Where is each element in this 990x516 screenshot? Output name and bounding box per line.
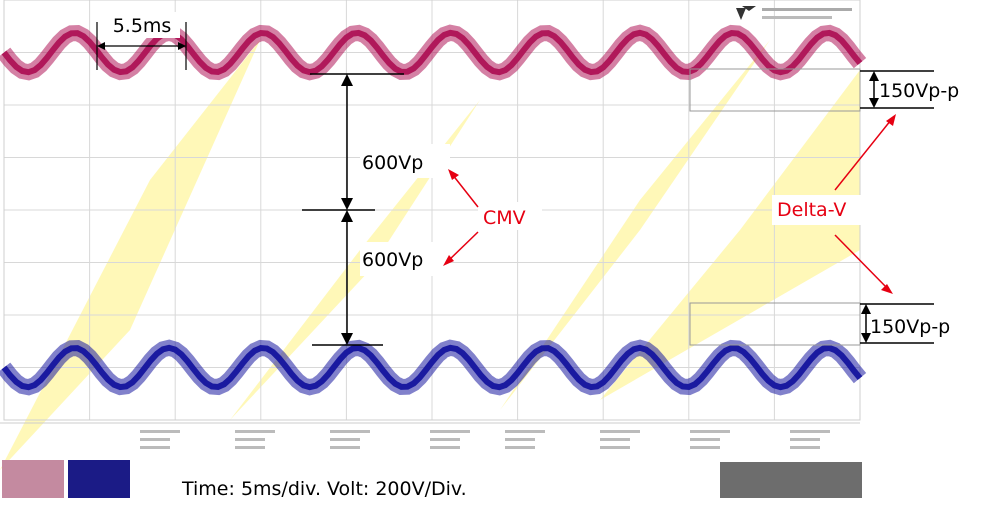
scale-caption: Time: 5ms/div. Volt: 200V/Div.	[182, 478, 467, 500]
period-marker: 5.5ms	[96, 12, 187, 70]
highlight-band	[600, 70, 860, 400]
readout-blur	[140, 430, 180, 433]
readout-blur	[235, 430, 275, 433]
upper-amplitude-label: 600Vp	[362, 152, 423, 174]
readout-blur	[140, 446, 170, 449]
readout-blur	[235, 438, 265, 441]
readout-blur	[600, 438, 630, 441]
upper-trace	[1, 29, 863, 76]
timebase-box	[720, 462, 862, 498]
upper-ripple-box	[689, 68, 861, 112]
readout-blur	[600, 446, 630, 449]
readout-blur	[430, 438, 460, 441]
channel-1-box	[2, 460, 64, 498]
lower-ripple-marker: 150Vp-p	[860, 303, 950, 344]
highlight-band	[500, 40, 770, 410]
readout-blur	[430, 430, 470, 433]
lower-ripple-box	[689, 302, 861, 346]
readout-blur	[790, 446, 820, 449]
readout-blur	[140, 438, 170, 441]
trace-layer	[0, 24, 867, 396]
channel-2-box	[68, 460, 130, 498]
period-label: 5.5ms	[113, 15, 172, 37]
readout-blur	[430, 446, 460, 449]
upper-ripple-label: 150Vp-p	[879, 80, 959, 102]
readout-blur	[690, 446, 720, 449]
readout-blur	[505, 430, 545, 433]
lower-amplitude-label: 600Vp	[362, 249, 423, 271]
amplitude-markers: 600Vp 600Vp	[302, 73, 450, 346]
readout-blur	[330, 438, 360, 441]
status-strip	[0, 422, 862, 498]
measurement-readouts	[140, 430, 830, 449]
readout-blur	[690, 438, 720, 441]
delta-v-label: Delta-V	[777, 199, 846, 221]
readout-blur	[330, 446, 360, 449]
cmv-label: CMV	[483, 207, 526, 229]
delta-v-annotation: Delta-V	[772, 114, 896, 294]
lower-ripple-label: 150Vp-p	[870, 316, 950, 338]
readout-blur	[790, 430, 830, 433]
readout-blur	[330, 430, 370, 433]
upper-ripple-marker: 150Vp-p	[860, 70, 959, 109]
readout-blur	[235, 446, 265, 449]
readout-blur	[505, 446, 535, 449]
readout-blur	[600, 430, 640, 433]
ripple-boxes	[689, 68, 861, 346]
lower-trace	[1, 344, 863, 391]
readout-blur	[505, 438, 535, 441]
cmv-annotation: CMV	[443, 169, 542, 266]
scope-logo	[736, 6, 852, 20]
readout-blur	[690, 430, 730, 433]
readout-blur	[790, 438, 820, 441]
highlight-band	[230, 100, 480, 420]
